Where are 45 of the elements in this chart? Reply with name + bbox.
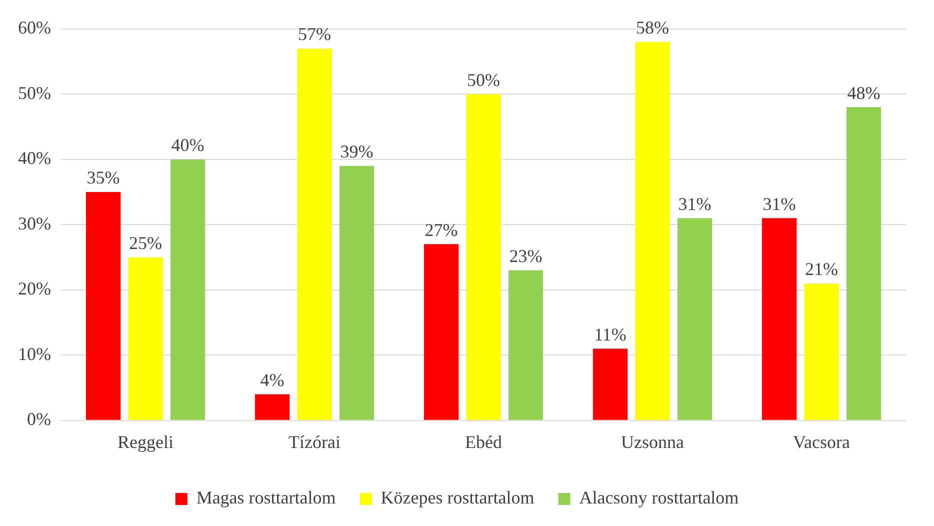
- data-label: 48%: [847, 82, 880, 103]
- bar: [677, 218, 712, 420]
- legend-label: Magas rosttartalom: [196, 488, 336, 508]
- data-label: 11%: [594, 324, 626, 344]
- bar: [804, 283, 839, 420]
- legend-label: Alacsony rosttartalom: [579, 488, 739, 508]
- data-label: 4%: [260, 370, 284, 390]
- y-tick-label: 40%: [18, 148, 51, 168]
- bar: [508, 270, 544, 420]
- y-tick-label: 0%: [26, 409, 51, 430]
- bar: [297, 48, 332, 420]
- y-tick-label: 60%: [18, 18, 51, 38]
- data-label: 23%: [509, 246, 542, 266]
- data-label: 35%: [86, 168, 120, 188]
- bar: [635, 42, 670, 420]
- bar: [466, 94, 501, 420]
- x-tick-label: Vacsora: [793, 432, 850, 452]
- bar: [592, 348, 628, 420]
- legend-label: Közepes rosttartalom: [380, 488, 534, 508]
- x-tick-label: Ebéd: [465, 432, 502, 452]
- data-label: 40%: [171, 135, 204, 156]
- data-label: 58%: [636, 18, 669, 38]
- x-tick-label: Uzsonna: [621, 432, 684, 452]
- bar: [254, 394, 290, 420]
- data-label: 39%: [340, 142, 374, 162]
- bar: [128, 257, 163, 420]
- y-tick-label: 10%: [18, 344, 51, 364]
- data-label: 31%: [678, 194, 712, 214]
- data-label: 57%: [298, 24, 331, 44]
- x-tick-label: Tízórai: [288, 432, 340, 452]
- y-tick-label: 20%: [18, 278, 51, 299]
- x-tick-label: Reggeli: [117, 432, 174, 452]
- y-tick-label: 50%: [18, 82, 51, 103]
- bar: [846, 107, 882, 420]
- y-tick-label: 30%: [18, 213, 51, 234]
- bar: [86, 192, 121, 420]
- bar: [762, 218, 797, 420]
- data-label: 31%: [762, 194, 796, 214]
- data-label: 25%: [128, 232, 162, 253]
- bar: [424, 244, 459, 420]
- bar: [170, 159, 206, 420]
- data-label: 27%: [424, 220, 458, 240]
- bar: [339, 166, 374, 420]
- data-label: 50%: [466, 70, 500, 90]
- data-label: 21%: [805, 259, 838, 280]
